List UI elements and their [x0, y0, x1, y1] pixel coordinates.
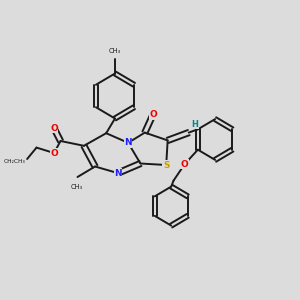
Text: ethyl: ethyl — [29, 142, 41, 146]
Text: O: O — [181, 160, 189, 169]
Text: CH₂CH₃: CH₂CH₃ — [4, 159, 26, 164]
Text: O: O — [50, 148, 58, 158]
Text: O: O — [50, 124, 58, 133]
Text: N: N — [114, 169, 122, 178]
Text: H: H — [192, 120, 199, 129]
Text: S: S — [163, 160, 169, 169]
Text: CH₃: CH₃ — [70, 184, 83, 190]
Text: CH₃: CH₃ — [109, 48, 121, 54]
Text: N: N — [124, 138, 132, 147]
Text: O: O — [149, 110, 157, 119]
